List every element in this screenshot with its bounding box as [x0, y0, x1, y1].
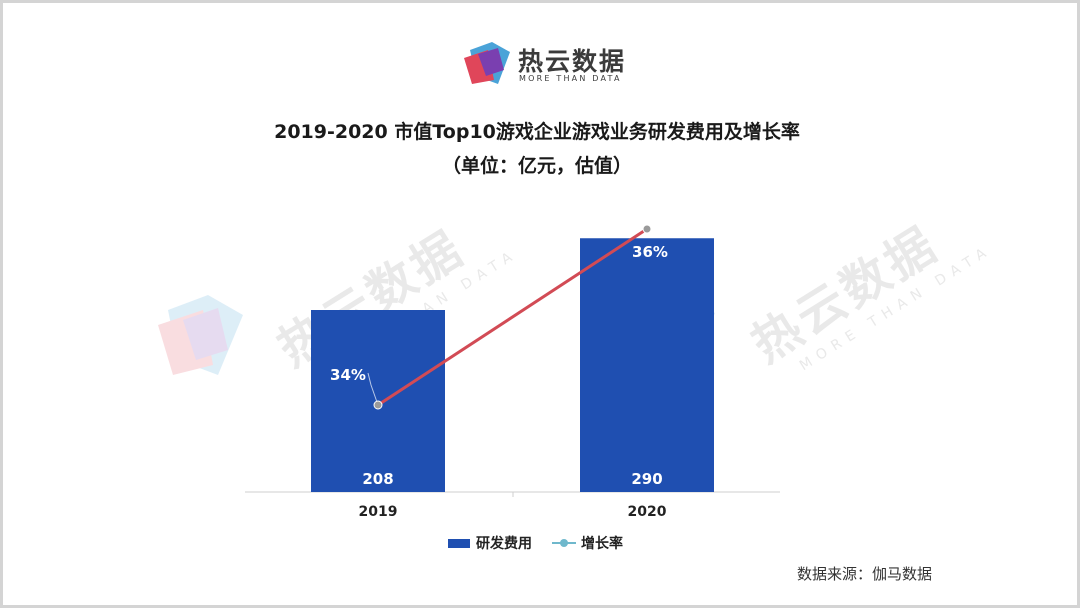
legend-item-rd-cost: 研发费用: [476, 536, 532, 552]
legend-item-growth-rate: 增长率: [581, 536, 623, 552]
x-tick-label-2020: 2020: [628, 504, 667, 520]
bar-2020: [580, 238, 714, 492]
bar-value-label-2019: 208: [362, 470, 393, 488]
legend-bar-swatch: [448, 538, 470, 548]
growth-point-2019: [373, 400, 383, 410]
chart-legend: 研发费用 增长率: [448, 533, 623, 553]
data-source: 数据来源：伽马数据: [796, 565, 932, 583]
brand-name: 热云数据: [518, 47, 627, 76]
legend-line-swatch: [552, 539, 576, 547]
brand-tagline: MORE THAN DATA: [519, 74, 622, 83]
chart-plot: 208 2019 290 2020 34% 36%: [245, 224, 780, 520]
bar-value-label-2020: 290: [631, 470, 662, 488]
x-tick-label-2019: 2019: [359, 504, 398, 520]
brand-logo: 热云数据 MORE THAN DATA: [462, 40, 624, 88]
chart-title: 2019-2020 市值Top10游戏企业游戏业务研发费用及增长率: [274, 121, 800, 143]
growth-label-2019: 34%: [330, 366, 366, 384]
growth-point-2020: [642, 224, 652, 234]
chart-subtitle: （单位：亿元，估值）: [441, 155, 632, 177]
growth-label-leader-2019: [367, 372, 379, 406]
watermark-logo-left-icon: [158, 295, 243, 375]
growth-rate-line: [376, 227, 649, 407]
brand-logo-icon: [464, 42, 510, 84]
growth-label-2020: 36%: [632, 243, 668, 261]
